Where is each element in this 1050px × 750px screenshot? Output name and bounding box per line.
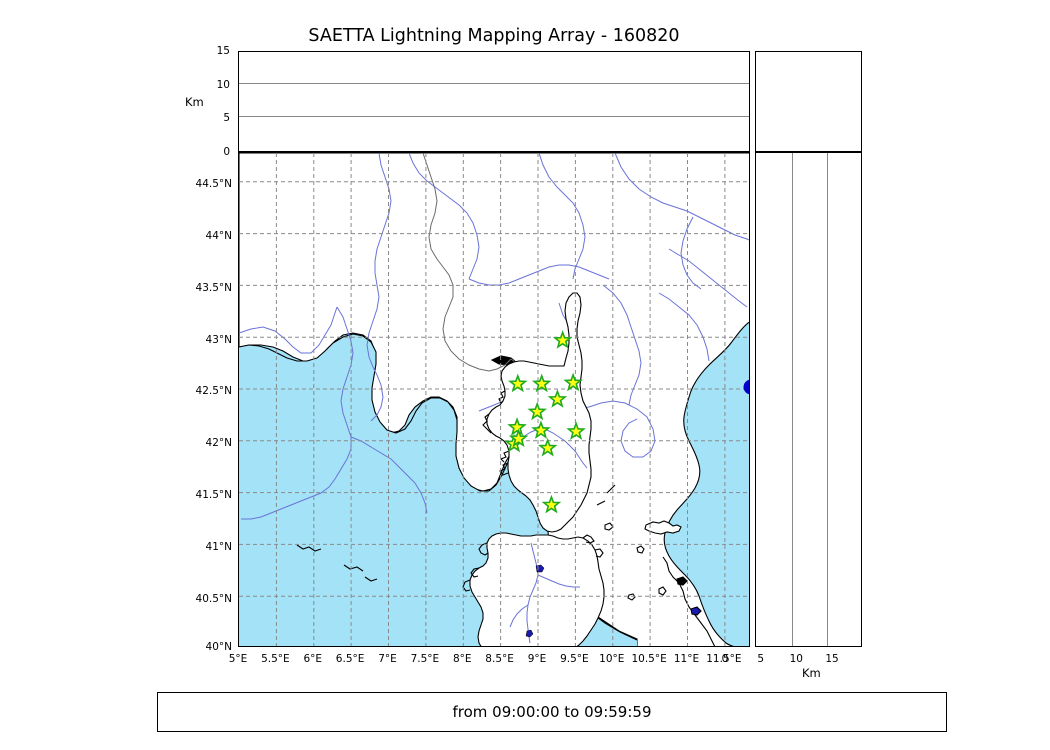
- gridline-5km: [239, 116, 749, 118]
- time-window-box: from 09:00:00 to 09:59:59: [157, 692, 947, 732]
- sardinia-coast-detail-olbia: [594, 548, 604, 558]
- border-france-italy: [422, 153, 512, 372]
- tick-top-10: 10: [216, 78, 230, 91]
- station-marker[interactable]: [507, 417, 527, 436]
- river-po-upper: [408, 153, 480, 280]
- station-marker[interactable]: [527, 401, 548, 421]
- island-capraia: [604, 522, 614, 531]
- axis-label-top-km: Km: [185, 95, 204, 109]
- tick-lat-43: 43°N: [205, 333, 232, 346]
- corsica-gulf-ajaccio: [499, 462, 509, 476]
- river-flumendosa: [537, 574, 580, 588]
- tick-lon-9: 9°E: [527, 653, 547, 665]
- page-title: SAETTA Lightning Mapping Array - 160820: [308, 26, 680, 46]
- tick-lon-7.5: 7.5°E: [410, 653, 440, 665]
- panel-plan-view-map[interactable]: [238, 152, 750, 647]
- gridline-10km-side: [827, 153, 829, 646]
- tick-lon-8: 8°E: [453, 653, 472, 665]
- river-adige: [668, 248, 748, 308]
- tick-lat-44: 44°N: [205, 230, 232, 242]
- tick-top-5: 5: [223, 112, 230, 125]
- island-elba: [644, 520, 682, 535]
- station-marker[interactable]: [508, 428, 529, 448]
- island-pianosa: [636, 545, 645, 554]
- station-marker[interactable]: [531, 373, 552, 393]
- map-gridlines-vertical: [275, 153, 726, 646]
- lake-sardinia-south: [525, 629, 534, 638]
- station-marker[interactable]: [552, 330, 573, 349]
- tick-lat-41.5: 41.5°N: [195, 489, 232, 501]
- tick-lon-6: 6°E: [303, 653, 323, 665]
- panel-corner-blank: [755, 51, 862, 152]
- map-graphic: [239, 153, 750, 646]
- tick-lon-5: 5°E: [228, 653, 248, 665]
- station-marker[interactable]: [531, 420, 551, 439]
- lake-bracciano: [690, 606, 702, 616]
- coast-detail-marseille: [343, 564, 364, 572]
- source-markers-layer[interactable]: [743, 379, 750, 395]
- river-rhone: [241, 306, 354, 520]
- tick-lat-43.5: 43.5°N: [195, 281, 232, 294]
- tick-lon-9.5: 9.5°E: [560, 653, 589, 665]
- panel-altitude-vs-latitude[interactable]: [755, 152, 862, 647]
- river-tirso: [526, 542, 539, 644]
- tick-side-10: 10: [789, 653, 803, 665]
- sardinia-gulf-asinara: [478, 542, 489, 556]
- tick-lon-8.5: 8.5°E: [485, 653, 514, 665]
- tick-side-0: 0: [721, 653, 729, 665]
- station-marker[interactable]: [547, 389, 568, 408]
- sardinia-coast-detail-west: [470, 567, 480, 578]
- tick-lat-42.5: 42.5°N: [195, 385, 232, 398]
- tick-lat-42: 42°N: [205, 437, 232, 450]
- river-saone: [366, 153, 392, 422]
- gridline-10km: [239, 82, 749, 84]
- coastline-lazio: [662, 556, 716, 646]
- river-sardinia-west: [509, 604, 529, 628]
- gridline-5km-side: [791, 153, 793, 646]
- station-markers-layer[interactable]: [504, 330, 586, 514]
- river-rhone-north: [239, 306, 338, 354]
- tick-lon-5.5: 5.5°E: [261, 653, 290, 665]
- river-adda: [538, 153, 586, 280]
- coast-detail-camargue: [296, 544, 322, 552]
- tick-side-5: 5: [757, 653, 765, 665]
- axis-label-side-km: Km: [802, 666, 821, 680]
- tick-lat-40.5: 40.5°N: [195, 592, 232, 605]
- tick-side-15: 15: [825, 653, 839, 665]
- station-marker[interactable]: [563, 372, 583, 392]
- station-marker[interactable]: [537, 437, 558, 457]
- tick-lon-7: 7°E: [378, 653, 397, 665]
- tick-lon-11: 11°E: [673, 653, 700, 665]
- tick-top-15: 15: [216, 45, 230, 57]
- tick-lon-10: 10°E: [599, 653, 625, 665]
- river-durance: [350, 436, 428, 514]
- river-reno: [602, 284, 642, 406]
- sardinia-coast-detail-gallura: [582, 534, 595, 544]
- corsica-gulf-sagone: [500, 450, 510, 463]
- time-window-label: from 09:00:00 to 09:59:59: [452, 703, 652, 721]
- island-giglio: [658, 586, 667, 596]
- tick-lon-6.5: 6.5°E: [335, 653, 365, 665]
- sardinia-landmass: [469, 532, 605, 646]
- tick-lon-10.5: 10.5°E: [631, 653, 667, 665]
- corsica-gulf-porto: [482, 413, 492, 434]
- river-italy-ne: [680, 216, 702, 290]
- map-gridlines-horizontal: [239, 181, 749, 597]
- islet-detail-north: [596, 484, 616, 506]
- panel-altitude-vs-longitude[interactable]: [238, 51, 750, 152]
- vhf-source-dot[interactable]: [743, 379, 750, 395]
- tick-lat-44.5: 44.5°N: [195, 178, 232, 191]
- river-italy-east: [658, 292, 710, 362]
- tick-lat-40: 40°N: [205, 641, 232, 653]
- coast-detail-argentario: [676, 576, 688, 586]
- tick-top-0: 0: [223, 146, 230, 158]
- station-marker[interactable]: [566, 421, 586, 440]
- island-montecristo: [627, 593, 636, 601]
- station-marker[interactable]: [508, 373, 528, 393]
- tick-lat-41: 41°N: [205, 540, 232, 553]
- station-marker[interactable]: [541, 494, 562, 514]
- coast-detail-toulon: [364, 576, 378, 582]
- tick-lon-11.5: 11.5°E: [706, 653, 742, 665]
